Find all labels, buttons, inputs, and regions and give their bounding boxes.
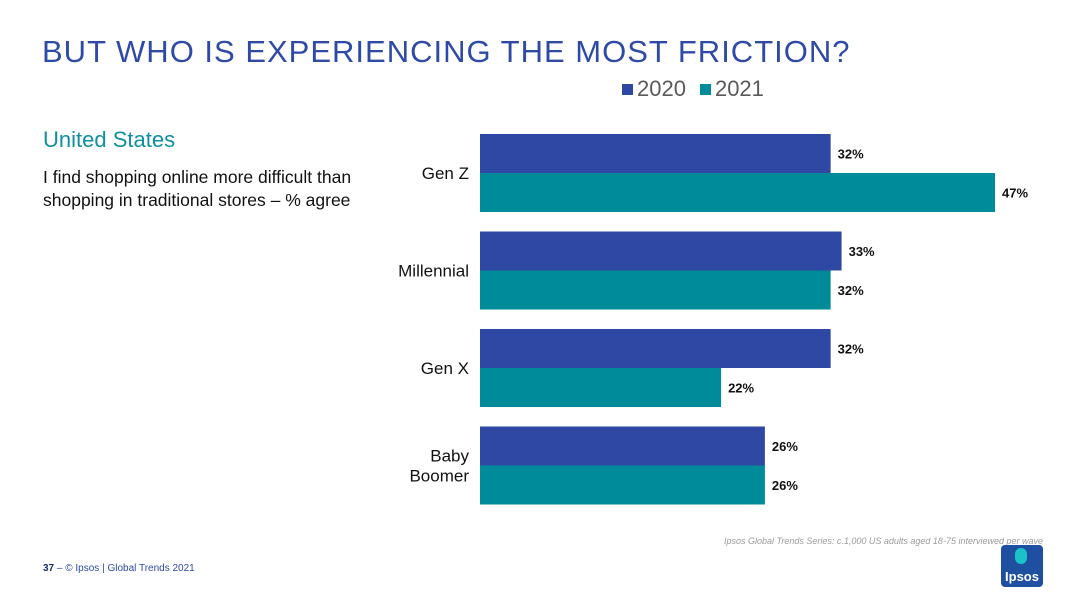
bar-2021 — [480, 368, 722, 407]
bar-2020 — [480, 329, 831, 368]
legend-swatch-2021 — [699, 83, 711, 95]
logo-text: Ipsos — [1005, 569, 1039, 584]
page-number: 37 — [43, 563, 55, 574]
bar-2020 — [480, 426, 765, 466]
legend-label-2021: 2021 — [714, 76, 764, 101]
bar-2021 — [480, 270, 831, 310]
bar-2020 — [480, 134, 831, 173]
bar-chart: Gen Z 32% 47% Millennial 33% 32% Gen X 32% 22% Ba… — [398, 134, 1028, 505]
legend-swatch-2020 — [622, 83, 633, 95]
category-label: Baby — [430, 447, 469, 466]
footer-info: 37 – © Ipsos | Global Trends 2021 — [43, 563, 195, 574]
data-label-2021: 22% — [728, 381, 754, 396]
footer-copyright: © Ipsos | Global Trends 2021 — [65, 563, 195, 574]
country-subtitle: United States — [43, 127, 176, 152]
legend-item-2021: 2021 — [699, 76, 764, 102]
data-label-2020: 32% — [838, 342, 864, 357]
survey-question: I find shopping online more difficult th… — [43, 167, 352, 210]
ipsos-logo: Ipsos — [1001, 545, 1043, 587]
bar-2021 — [480, 465, 765, 505]
footer-separator: – — [56, 563, 63, 574]
chart-legend: 2020 2021 — [622, 76, 778, 102]
data-label-2021: 47% — [1002, 186, 1028, 201]
category-label: Gen Z — [422, 164, 469, 183]
legend-item-2020: 2020 — [622, 76, 686, 102]
page-title: BUT WHO IS EXPERIENCING THE MOST FRICTIO… — [42, 34, 851, 69]
category-label: Millennial — [398, 262, 469, 281]
source-note: Ipsos Global Trends Series: c.1,000 US a… — [723, 536, 1043, 546]
category-label: Gen X — [421, 359, 469, 378]
data-label-2021: 32% — [838, 283, 864, 298]
data-label-2020: 32% — [838, 147, 864, 162]
legend-label-2020: 2020 — [637, 76, 686, 101]
bar-2020 — [480, 231, 842, 271]
bar-2021 — [480, 173, 995, 212]
data-label-2021: 26% — [772, 478, 798, 493]
data-label-2020: 26% — [772, 439, 798, 454]
data-label-2020: 33% — [849, 244, 875, 259]
logo-mark-icon — [1015, 548, 1027, 564]
category-label: Boomer — [409, 467, 469, 486]
